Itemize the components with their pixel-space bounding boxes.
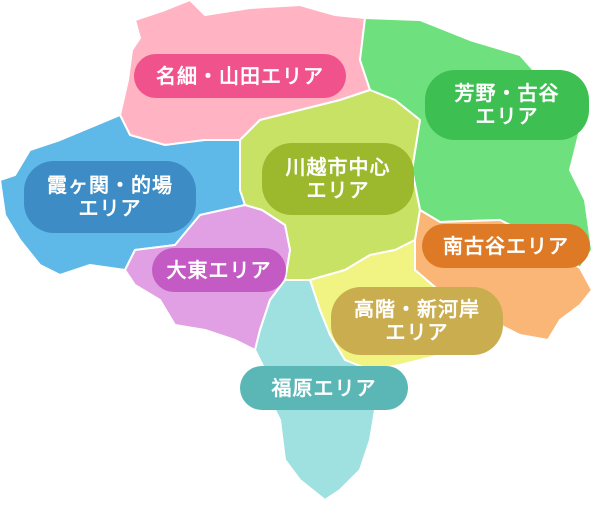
label-fukuhara[interactable]: 福原エリア [240,366,408,410]
label-minamifurutani[interactable]: 南古谷エリア [422,224,590,268]
label-line: 大東エリア [166,257,272,282]
label-takashina-shingashi[interactable]: 高階・新河岸 エリア [331,287,503,355]
label-line: エリア [78,196,142,220]
label-line: エリア [475,104,539,128]
label-kawagoe-center[interactable]: 川越市中心 エリア [262,143,414,215]
label-nahoso-yamada[interactable]: 名細・山田エリア [134,54,346,98]
label-line: 川越市中心 [285,155,391,179]
label-line: エリア [306,178,370,202]
label-yoshino-furuya[interactable]: 芳野・古谷 エリア [425,70,589,140]
label-line: 福原エリア [271,375,377,400]
label-line: 霞ヶ関・的場 [47,173,173,197]
label-line: エリア [385,320,449,344]
label-kasumigaseki-matoba[interactable]: 霞ヶ関・的場 エリア [24,161,196,233]
label-line: 芳野・古谷 [454,81,560,105]
label-line: 名細・山田エリア [156,63,324,88]
label-daito[interactable]: 大東エリア [152,248,286,292]
label-line: 南古谷エリア [443,233,569,258]
label-line: 高階・新河岸 [354,297,480,321]
